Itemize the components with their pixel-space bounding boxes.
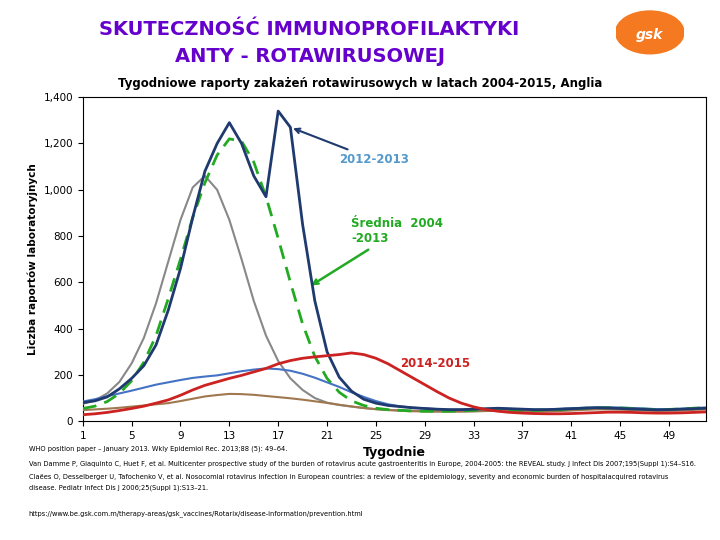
Text: gsk: gsk bbox=[636, 28, 664, 42]
Text: 2012-2013: 2012-2013 bbox=[295, 129, 409, 166]
X-axis label: Tygodnie: Tygodnie bbox=[363, 447, 426, 460]
Text: SKUTECZNOŚĆ IMMUNOPROFILAKTYKI: SKUTECZNOŚĆ IMMUNOPROFILAKTYKI bbox=[99, 20, 520, 39]
Text: disease. Pediatr Infect Dis J 2006;25(Suppl 1):S13–21.: disease. Pediatr Infect Dis J 2006;25(Su… bbox=[29, 484, 208, 491]
Y-axis label: Liczba raportów laboratoryjnych: Liczba raportów laboratoryjnych bbox=[27, 163, 38, 355]
Text: Van Damme P, Giaquinto C, Huet F, et al. Multicenter prospective study of the bu: Van Damme P, Giaquinto C, Huet F, et al.… bbox=[29, 460, 696, 467]
Text: WHO position paper – January 2013. Wkly Epidemiol Rec. 2013;88 (5): 49–64.: WHO position paper – January 2013. Wkly … bbox=[29, 446, 287, 452]
Text: Średnia  2004
-2013: Średnia 2004 -2013 bbox=[313, 218, 444, 284]
Text: ANTY - ROTAWIRUSOWEJ: ANTY - ROTAWIRUSOWEJ bbox=[175, 47, 445, 66]
Text: Claëes O, Desselberger U, Tafochenko V, et al. Nosocomial rotavirus infection in: Claëes O, Desselberger U, Tafochenko V, … bbox=[29, 474, 668, 480]
Text: https://www.be.gsk.com.m/therapy-areas/gsk_vaccines/Rotarix/disease-information/: https://www.be.gsk.com.m/therapy-areas/g… bbox=[29, 510, 364, 517]
Text: 2014-2015: 2014-2015 bbox=[400, 357, 470, 370]
Text: Tygodniowe raporty zakażeń rotawirusowych w latach 2004-2015, Anglia: Tygodniowe raporty zakażeń rotawirusowyc… bbox=[118, 77, 602, 90]
Ellipse shape bbox=[616, 11, 684, 54]
